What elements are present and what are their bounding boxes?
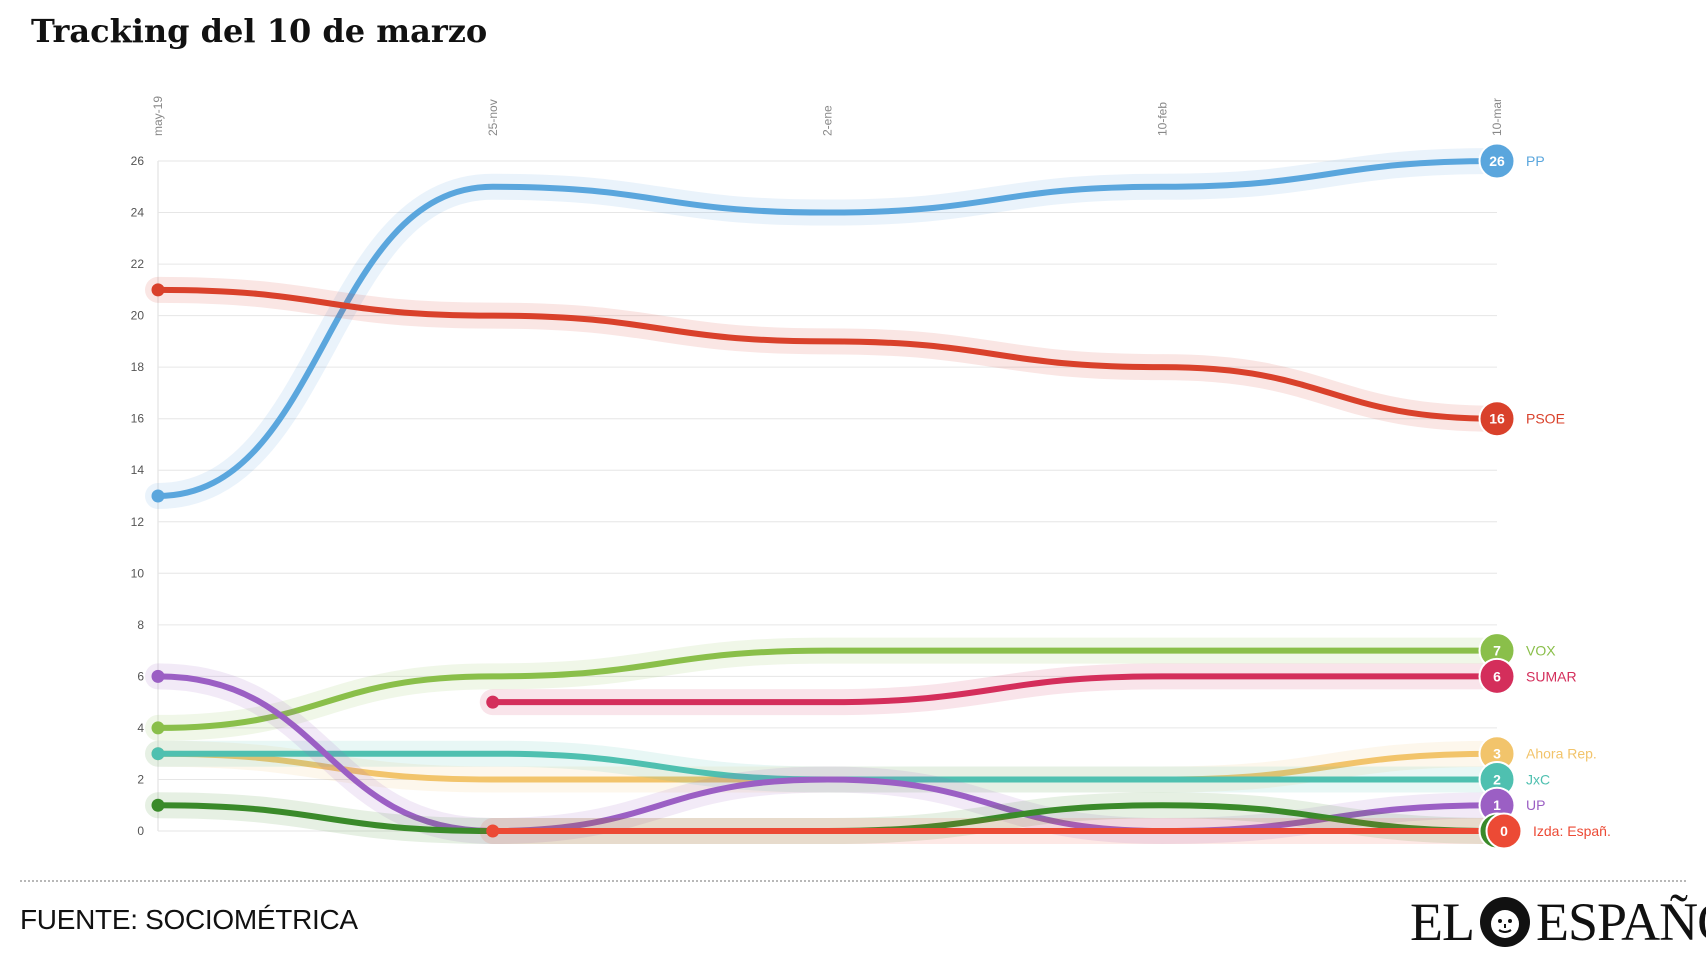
y-tick-label: 16 [131,412,145,426]
end-value-badge [1478,142,1516,180]
series-legend-label: PSOE [1526,411,1565,427]
y-tick-label: 0 [137,824,144,838]
end-value-badge [1478,657,1516,695]
series-start-point [151,669,165,683]
series-legend-label: PP [1526,153,1545,169]
x-tick-label: may-19 [151,96,165,136]
series-vox [145,637,1510,741]
end-label-ahora-rep-: 3 Ahora Rep. [1478,735,1597,773]
end-label-sumar: 6 SUMAR [1478,657,1577,695]
series-start-point [486,824,500,838]
series-line [489,673,1500,706]
x-tick-label: 10-mar [1490,98,1504,136]
end-value-text: 0 [1500,823,1508,839]
el-espanol-logo: EL ESPAÑOL [1410,892,1706,952]
y-tick-label: 10 [131,566,145,580]
y-tick-label: 20 [131,309,145,323]
series-start-point [151,721,165,735]
x-tick-label: 10-feb [1155,102,1169,136]
end-value-text: 26 [1489,153,1505,169]
series-legend-label: UP [1526,797,1545,813]
series-legend-label: Izda: Españ. [1533,823,1611,839]
series-line [155,158,1500,499]
series-sumar [479,663,1510,716]
end-label-psoe: 16 PSOE [1478,400,1565,438]
series-start-point [151,489,165,503]
end-value-text: 16 [1489,411,1505,427]
series-line [155,673,1500,834]
page-title: Tracking del 10 de marzo [31,12,488,50]
end-label-izda-espa-: 0 Izda: Españ. [1485,812,1611,850]
series-legend-label: Ahora Rep. [1526,746,1597,762]
series-end-labels: 26 PP 16 PSOE 7 VOX 6 SUMAR 3 Ahora Rep. 2 JxC 1 UP 00… [1478,142,1611,850]
series-up [145,663,1510,844]
end-label-vox: 7 VOX [1478,632,1556,670]
y-tick-label: 14 [131,463,145,477]
series-psoe [145,276,1510,432]
series-pp [145,148,1510,509]
x-axis-ticks: may-19 25-nov 2-ene 10-feb 10-mar [151,96,1504,136]
end-value-text: 1 [1493,797,1501,813]
end-value-badge [1478,400,1516,438]
series-line [155,647,1500,731]
end-value-badge [1485,812,1523,850]
y-tick-label: 2 [137,772,144,786]
series-line [155,286,1500,422]
y-tick-label: 4 [137,721,144,735]
end-value-text: 3 [1493,746,1501,762]
y-tick-label: 6 [137,669,144,683]
footer-divider [20,880,1686,882]
y-tick-label: 8 [137,618,144,632]
series-legend-label: SUMAR [1526,668,1577,684]
x-tick-label: 25-nov [486,99,500,136]
series-legend-label: VOX [1526,643,1556,659]
y-tick-label: 22 [131,257,145,271]
lion-icon [1479,897,1530,947]
end-label-jxc: 2 JxC [1478,760,1550,798]
series-legend-label: JxC [1526,771,1550,787]
series-start-point [151,798,165,812]
y-tick-label: 24 [131,206,145,220]
end-value-text: 7 [1493,643,1501,659]
end-value-text: 6 [1493,668,1501,684]
y-tick-label: 26 [131,154,145,168]
end-label-pp: 26 PP [1478,142,1545,180]
y-tick-label: 12 [131,515,145,529]
logo-text-right: ESPAÑOL [1535,892,1706,952]
series-start-point [486,695,500,709]
source-credit: FUENTE: SOCIOMÉTRICA [20,904,358,935]
y-tick-label: 18 [131,360,145,374]
end-value-text: 2 [1493,771,1501,787]
x-tick-label: 2-ene [821,105,835,136]
series-izda-espa- [479,817,1510,845]
series-start-point [151,283,165,297]
logo-text-left: EL [1410,892,1475,952]
series-start-point [151,747,165,761]
series-lines [145,148,1510,845]
